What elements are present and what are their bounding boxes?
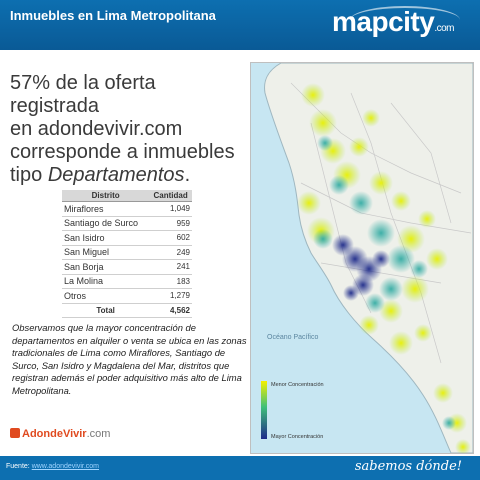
headline-line: corresponde a inmuebles	[10, 141, 235, 163]
headline-line: en adondevivir.com	[10, 118, 183, 140]
count-cell: 602	[149, 230, 192, 246]
count-cell: 183	[149, 274, 192, 289]
legend-low-label: Menor Concentración	[271, 382, 324, 388]
count-cell: 249	[149, 245, 192, 260]
table-total-row: Total 4,562	[62, 302, 192, 318]
headline-line: tipo Departamentos.	[10, 164, 245, 187]
heat-high	[332, 234, 390, 301]
house-icon	[10, 428, 20, 438]
observation-text: Observamos que la mayor concentración de…	[12, 322, 247, 396]
header-bar: Inmuebles en Lima Metropolitana mapcity.…	[0, 0, 480, 50]
page-title: Inmuebles en Lima Metropolitana	[10, 8, 216, 23]
district-cell: Miraflores	[62, 201, 150, 217]
district-cell: La Molina	[62, 274, 150, 289]
column-header-cantidad: Cantidad	[149, 190, 192, 202]
headline-suffix: .	[184, 164, 191, 186]
district-cell: San Miguel	[62, 245, 150, 260]
source-link[interactable]: www.adondevivir.com	[31, 463, 99, 470]
brand-name: AdondeVivir	[22, 428, 87, 440]
count-cell: 1,279	[149, 288, 192, 304]
tagline: sabemos dónde!	[354, 459, 462, 474]
column-header-distrito: Distrito	[62, 190, 150, 202]
table-row: Santiago de Surco 959	[62, 216, 192, 231]
source-label: Fuente:	[6, 463, 32, 470]
heat-mid	[313, 135, 456, 430]
ocean-label: Océano Pacífico	[267, 334, 318, 341]
heat-low	[297, 83, 471, 453]
logo-text: mapcity	[332, 6, 435, 37]
district-cell: San Borja	[62, 259, 150, 275]
count-cell: 1,049	[149, 201, 192, 217]
count-cell: 241	[149, 259, 192, 275]
logo-suffix: .com	[434, 23, 454, 34]
table-row: Otros 1,279	[62, 288, 192, 304]
footer-bar: Fuente: www.adondevivir.com sabemos dónd…	[0, 456, 480, 480]
legend-bar	[261, 381, 267, 439]
mapcity-logo[interactable]: mapcity.com	[332, 6, 454, 38]
table-row: San Miguel 249	[62, 245, 192, 260]
headline: 57% de la oferta registrada en adondeviv…	[10, 72, 245, 187]
logo-arc	[350, 6, 460, 34]
table-row: Miraflores 1,049	[62, 201, 192, 217]
map-legend: Menor Concentración Mayor Concentración	[261, 381, 324, 440]
count-cell: 959	[149, 216, 192, 231]
district-cell: San Isidro	[62, 230, 150, 246]
headline-emphasis: Departamentos	[47, 164, 185, 186]
source-note: Fuente: www.adondevivir.com	[6, 463, 99, 470]
adondevivir-logo[interactable]: AdondeVivir.com	[10, 428, 110, 440]
headline-prefix: tipo	[10, 164, 48, 186]
district-table: Distrito Cantidad Miraflores 1,049 Santia…	[62, 190, 192, 318]
legend-high-label: Mayor Concentración	[271, 434, 323, 440]
table-row: San Borja 241	[62, 259, 192, 275]
district-cell: Santiago de Surco	[62, 216, 150, 231]
district-cell: Otros	[62, 288, 150, 304]
heatmap-map[interactable]: Océano Pacífico Menor Concentración Mayo…	[250, 62, 474, 454]
table-row: La Molina 183	[62, 274, 192, 289]
total-value: 4,562	[149, 302, 192, 318]
total-label: Total	[62, 302, 150, 318]
table-row: San Isidro 602	[62, 230, 192, 246]
table-header-row: Distrito Cantidad	[62, 190, 192, 202]
brand-domain: .com	[86, 428, 111, 440]
headline-line: 57% de la oferta registrada	[10, 72, 156, 117]
